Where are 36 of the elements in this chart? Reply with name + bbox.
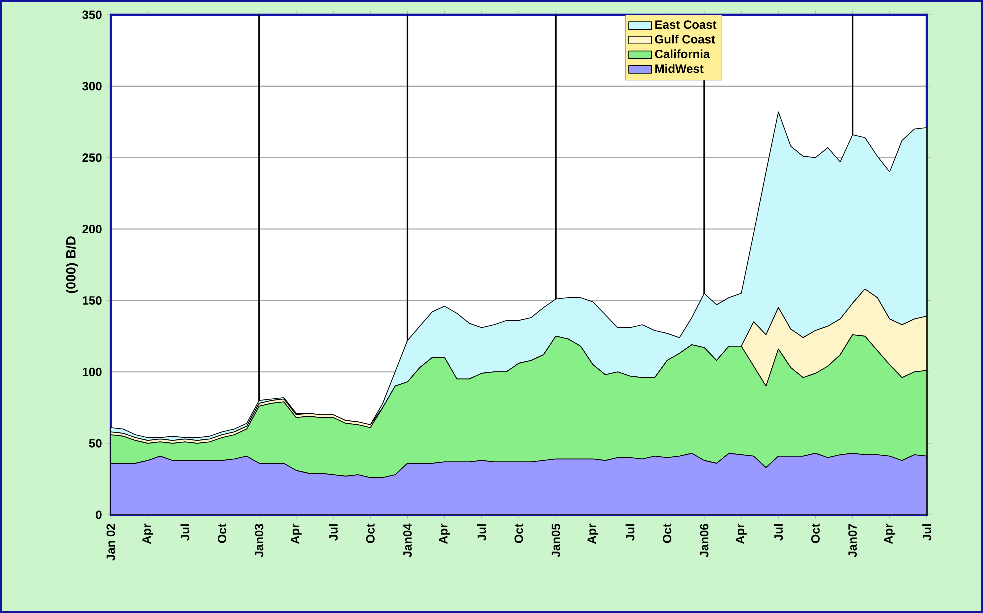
x-tick-label: Jan04 bbox=[403, 524, 412, 558]
x-tick-label: Jan 02 bbox=[106, 524, 116, 561]
legend-label: East Coast bbox=[656, 20, 717, 30]
x-tick-label: Jan07 bbox=[848, 524, 858, 558]
x-tick-label: Oct bbox=[811, 524, 820, 544]
y-tick-label: 200 bbox=[82, 225, 102, 234]
x-tick-label: Apr bbox=[439, 524, 450, 544]
x-tick-label: Apr bbox=[884, 524, 896, 544]
y-tick-label: 150 bbox=[83, 296, 102, 305]
x-tick-label: Jul bbox=[329, 524, 338, 541]
y-tick-label: 350 bbox=[82, 10, 102, 20]
x-tick-label: Oct bbox=[663, 524, 672, 544]
x-tick-label: Apr bbox=[142, 524, 154, 544]
x-tick-label: Jul bbox=[626, 524, 635, 541]
legend-label: California bbox=[655, 50, 710, 58]
x-tick-label: Apr bbox=[588, 524, 599, 544]
x-tick-label: Jan05 bbox=[552, 524, 560, 558]
y-tick-label: 50 bbox=[89, 439, 102, 448]
y-tick-label: 300 bbox=[82, 82, 102, 91]
x-tick-label: Jul bbox=[180, 524, 190, 541]
x-tick-label: Jul bbox=[774, 524, 784, 541]
x-tick-label: Jan06 bbox=[700, 524, 709, 558]
legend-label: Gulf Coast bbox=[655, 34, 716, 44]
y-tick-label: 100 bbox=[83, 368, 102, 376]
x-tick-label: Jan03 bbox=[255, 524, 264, 558]
x-tick-label: Apr bbox=[736, 524, 747, 544]
x-tick-label: Oct bbox=[366, 524, 375, 544]
y-tick-label: 0 bbox=[96, 510, 102, 520]
x-tick-label: Jul bbox=[922, 524, 932, 541]
x-tick-label: Oct bbox=[218, 524, 227, 544]
y-tick-label: 250 bbox=[82, 154, 102, 162]
legend-label: MidWest bbox=[656, 64, 704, 74]
y-axis-title: (000) B/D bbox=[66, 236, 78, 294]
x-tick-label: Jul bbox=[477, 524, 486, 541]
x-tick-label: Apr bbox=[291, 524, 302, 544]
x-tick-label: Oct bbox=[514, 524, 524, 544]
